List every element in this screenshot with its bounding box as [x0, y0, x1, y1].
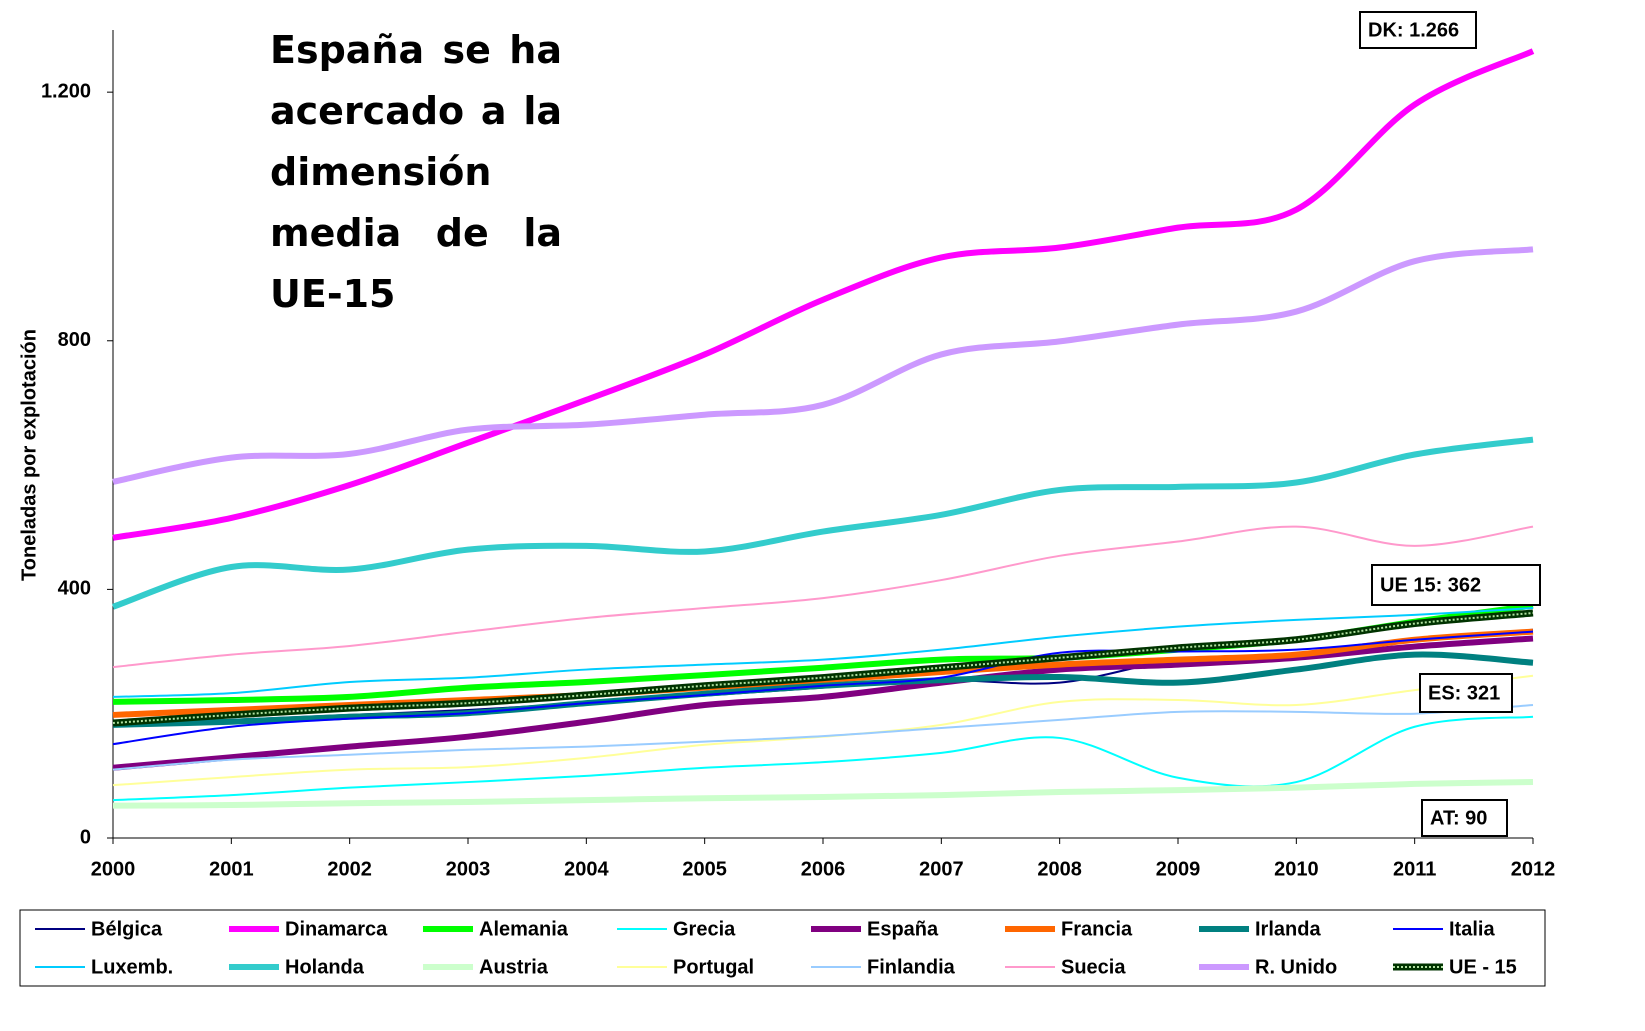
x-tick-label: 2006	[801, 858, 846, 880]
x-tick-label: 2002	[327, 858, 372, 880]
series-line	[112, 779, 1534, 809]
x-tick-label: 2009	[1156, 858, 1201, 880]
legend-label: Finlandia	[867, 956, 956, 978]
x-tick-label: 2011	[1393, 858, 1436, 880]
annotation: AT: 90	[1430, 807, 1487, 829]
x-tick-label: 2004	[564, 858, 609, 880]
series-line	[112, 703, 1534, 771]
series-line	[112, 674, 1534, 787]
legend-label: Suecia	[1061, 956, 1126, 978]
legend-label: UE - 15	[1449, 956, 1517, 978]
legend-label: Portugal	[673, 956, 754, 978]
x-tick-label: 2008	[1037, 858, 1082, 880]
y-tick-label: 400	[58, 578, 91, 600]
x-tick-label: 2000	[91, 858, 136, 880]
y-tick-label: 800	[58, 329, 91, 351]
legend-label: Irlanda	[1255, 918, 1321, 940]
y-tick-label: 1.200	[41, 80, 91, 102]
annotation: ES: 321	[1428, 682, 1500, 704]
legend-label: Alemania	[479, 918, 569, 940]
legend-box	[19, 909, 1546, 987]
series-line	[112, 630, 1534, 746]
legend-label: Holanda	[285, 956, 365, 978]
series-line	[112, 607, 1534, 698]
headline: España se ha acercado a la dimensión med…	[270, 28, 562, 316]
x-tick-label: 2010	[1274, 858, 1319, 880]
y-axis-label: Toneladas por explotación	[18, 329, 40, 581]
legend-label: Francia	[1061, 918, 1133, 940]
legend-label: España	[867, 918, 939, 940]
legend-label: Grecia	[673, 918, 736, 940]
legend-label: Italia	[1449, 918, 1495, 940]
series-line	[112, 635, 1534, 771]
series-line-pattern	[112, 612, 1534, 725]
x-tick-label: 2003	[446, 858, 491, 880]
series-line	[112, 525, 1534, 669]
series-line	[112, 48, 1535, 541]
series-line	[112, 715, 1534, 802]
annotation-box	[1421, 799, 1508, 837]
annotation: UE 15: 362	[1380, 574, 1481, 596]
annotation: DK: 1.266	[1368, 19, 1459, 41]
x-tick-label: 2012	[1511, 858, 1556, 880]
annotation-box	[1359, 11, 1477, 49]
y-tick-label: 0	[80, 826, 91, 848]
legend-label: Austria	[479, 956, 549, 978]
x-tick-label: 2001	[209, 858, 254, 880]
legend-label: Luxemb.	[91, 956, 173, 978]
legend-label: Dinamarca	[285, 918, 388, 940]
annotation-box	[1371, 564, 1541, 606]
legend-label: R. Unido	[1255, 956, 1337, 978]
series-line	[112, 246, 1534, 485]
annotation-box	[1419, 673, 1513, 713]
series-line	[112, 436, 1534, 610]
x-tick-label: 2007	[919, 858, 964, 880]
legend-label: Bélgica	[91, 918, 163, 940]
x-tick-label: 2005	[682, 858, 727, 880]
